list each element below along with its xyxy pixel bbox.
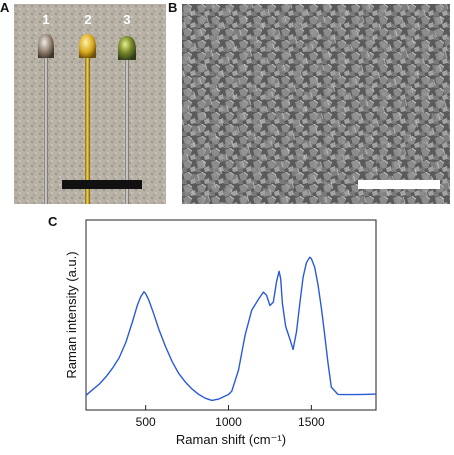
y-axis-label: Raman intensity (a.u.) — [64, 251, 79, 378]
rod-3-cap — [118, 36, 136, 60]
x-tick-label: 1500 — [298, 415, 325, 429]
sem-micrograph-illustration — [182, 4, 450, 204]
rod-2-cap — [79, 34, 96, 58]
x-axis-ticks: 500 1000 1500 — [136, 405, 325, 429]
rod-label-2: 2 — [84, 12, 91, 27]
panel-b-scale-bar — [358, 180, 440, 189]
rod-1-shaft — [44, 44, 48, 204]
plot-area-frame — [85, 219, 377, 411]
rods-photo-illustration: 1 2 3 — [14, 4, 166, 204]
panel-b-letter: B — [168, 0, 178, 15]
panel-c-chart: 500 1000 1500 Raman shift (cm⁻¹) Raman int… — [0, 214, 454, 450]
rod-3-shaft — [125, 44, 129, 204]
spectrum-line — [85, 256, 377, 402]
raman-spectrum-chart: 500 1000 1500 Raman shift (cm⁻¹) Raman int… — [64, 219, 377, 447]
x-tick-label: 1000 — [215, 415, 242, 429]
rod-label-1: 1 — [42, 12, 49, 27]
rod-label-3: 3 — [123, 12, 130, 27]
rod-1-cap — [38, 34, 54, 58]
panel-a-photo: 1 2 3 — [14, 4, 166, 204]
panel-a-letter: A — [0, 0, 10, 15]
rod-2-shaft — [85, 44, 90, 204]
x-axis-label: Raman shift (cm⁻¹) — [176, 432, 286, 447]
panel-b-micrograph — [182, 4, 450, 204]
panel-a-scale-bar — [62, 180, 142, 189]
panel-c-letter: C — [48, 214, 58, 229]
x-tick-label: 500 — [136, 415, 156, 429]
